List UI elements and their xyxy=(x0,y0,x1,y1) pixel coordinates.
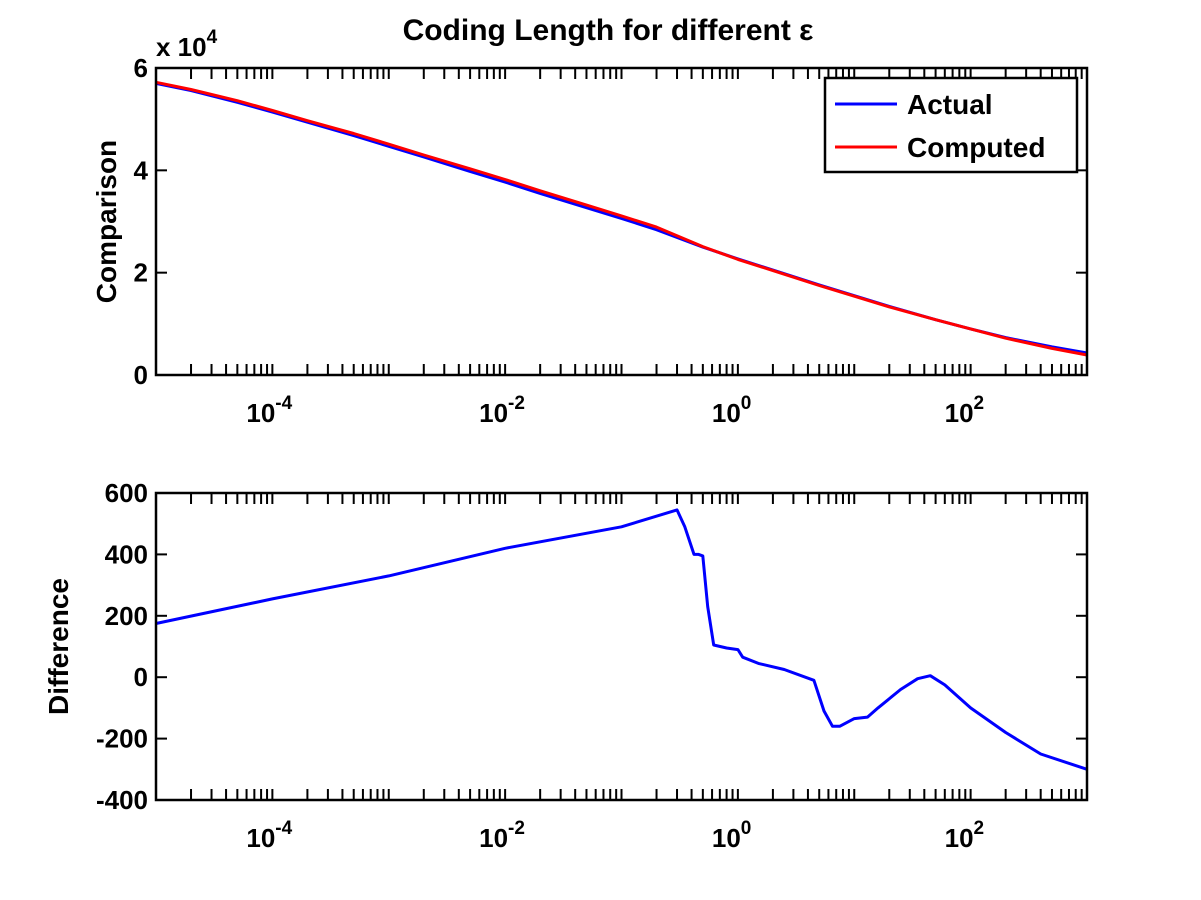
x-tick-label-base: 10 xyxy=(945,398,974,428)
x-tick-label: 10-2 xyxy=(479,818,525,853)
x-tick-label-base: 10 xyxy=(246,398,275,428)
x-tick-label: 102 xyxy=(945,818,985,853)
y-tick-label: 2 xyxy=(134,258,148,288)
x-tick-label-exponent: 2 xyxy=(974,393,985,414)
bottom-series-line xyxy=(155,508,1088,771)
x-tick-label: 102 xyxy=(945,393,985,428)
x-tick-label: 100 xyxy=(712,393,752,428)
legend-label-actual: Actual xyxy=(907,89,993,120)
y-tick-label: 400 xyxy=(105,539,148,569)
y-multiplier-label: x 104 xyxy=(156,27,218,62)
x-tick-label-exponent: 0 xyxy=(741,818,752,839)
x-tick-label: 10-4 xyxy=(246,818,292,853)
x-tick-label-base: 10 xyxy=(246,823,275,853)
x-tick-label-exponent: 2 xyxy=(974,818,985,839)
difference-axes: 10-4 10-2 100 102-400-2000200400600Differen… xyxy=(43,478,1089,853)
x-tick-label-exponent: -4 xyxy=(275,818,292,839)
legend: Actual Computed xyxy=(823,76,1079,174)
legend-label-computed: Computed xyxy=(907,132,1045,163)
x-tick-label: 100 xyxy=(712,818,752,853)
computed-series-line xyxy=(155,80,1088,357)
y-tick-label: -200 xyxy=(96,724,148,754)
y-tick-label: 4 xyxy=(134,155,149,185)
y-tick-label: 0 xyxy=(134,360,148,390)
x-tick-label-base: 10 xyxy=(945,823,974,853)
y-tick-label: 200 xyxy=(105,601,148,631)
x-tick-label-exponent: -2 xyxy=(508,393,525,414)
x-tick-label-exponent: -4 xyxy=(275,393,292,414)
y-tick-label: 0 xyxy=(134,662,148,692)
y-tick-label: 6 xyxy=(134,53,148,83)
y-tick-label: -400 xyxy=(96,785,148,815)
x-tick-label-base: 10 xyxy=(479,823,508,853)
top-y-axis-label: Comparison xyxy=(91,140,122,303)
x-tick-label-exponent: -2 xyxy=(508,818,525,839)
x-tick-label-exponent: 0 xyxy=(741,393,752,414)
figure-title: Coding Length for different ε xyxy=(403,14,814,47)
x-tick-label-base: 10 xyxy=(712,398,741,428)
x-tick-label: 10-2 xyxy=(479,393,525,428)
y-multiplier-exponent: 4 xyxy=(207,27,218,48)
y-multiplier-base: x 10 xyxy=(156,32,207,62)
x-tick-label: 10-4 xyxy=(246,393,292,428)
y-tick-label: 600 xyxy=(105,478,148,508)
bottom-y-axis-label: Difference xyxy=(43,578,74,715)
legend-box xyxy=(823,76,1079,174)
x-tick-label-base: 10 xyxy=(712,823,741,853)
x-tick-label-base: 10 xyxy=(479,398,508,428)
